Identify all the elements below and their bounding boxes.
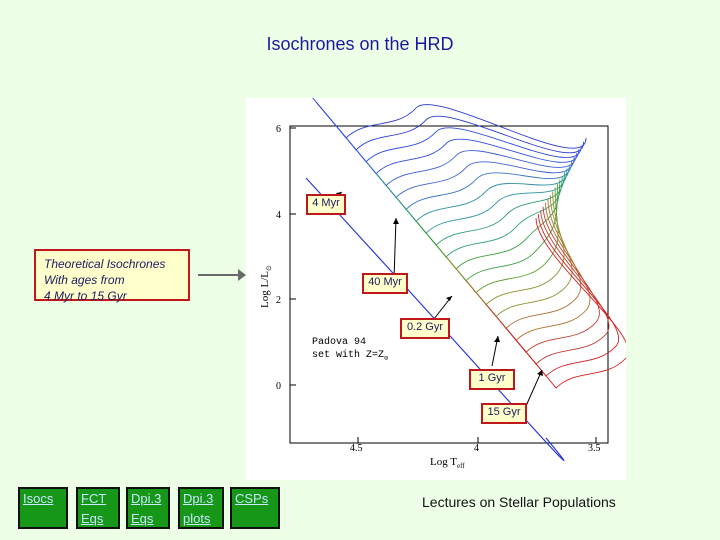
- x-axis-title: Log Teff: [430, 456, 465, 470]
- nav-button-csps[interactable]: CSPs: [230, 487, 280, 529]
- isochrone-curve: [355, 149, 575, 199]
- isochrone-curve: [475, 202, 591, 342]
- age-label-1gyr: 1 Gyr: [469, 369, 515, 390]
- isochrone-curve: [435, 187, 559, 294]
- isochrone-curve: [325, 113, 582, 163]
- isochrone-curve: [335, 125, 580, 175]
- y-axis-title: Log L/L⊙: [259, 265, 273, 308]
- age-label-4myr: 4 Myr: [306, 194, 346, 215]
- plot-annotation: set with Z=Z⊙: [312, 349, 388, 363]
- nav-button-dpi3-eqs[interactable]: Dpi.3 Eqs: [126, 487, 170, 529]
- description-line: With ages from: [44, 273, 125, 287]
- plot-annotation: Padova 94: [312, 336, 366, 348]
- isochrone-curve: [415, 179, 561, 270]
- description-line: Theoretical Isochrones: [44, 257, 166, 271]
- isochrone-description: Theoretical Isochrones With ages from 4 …: [34, 249, 190, 303]
- age-label-15gyr: 15 Gyr: [481, 403, 527, 424]
- y-tick-label: 0: [276, 381, 281, 392]
- right-arrow-icon: [198, 269, 246, 281]
- isochrone-plot: 6 4 2 0 4.5 4 3.5 Log Teff Log L/L⊙ Pado…: [246, 98, 626, 480]
- isochrone-curve: [465, 198, 582, 330]
- y-tick-label: 4: [276, 210, 281, 221]
- slide-title: Isochrones on the HRD: [266, 34, 454, 54]
- age-label-0-2gyr: 0.2 Gyr: [400, 318, 450, 339]
- nav-button-dpi3-plots[interactable]: Dpi.3 plots: [178, 487, 224, 529]
- description-line: 4 Myr to 15 Gyr: [44, 289, 127, 303]
- isochrone-curve: [425, 183, 558, 282]
- x-tick-label: 4: [474, 443, 479, 454]
- nav-button-fct-eqs[interactable]: FCT Eqs: [76, 487, 120, 529]
- isochrone-curve: [395, 172, 566, 246]
- plot-frame: [289, 125, 609, 444]
- x-tick-label: 3.5: [588, 443, 601, 454]
- nav-button-isocs[interactable]: Isocs: [18, 487, 68, 529]
- isochrone-curve: [515, 217, 626, 389]
- isochrone-curve: [485, 206, 600, 353]
- y-tick-label: 6: [276, 124, 281, 135]
- age-label-40myr: 40 Myr: [362, 273, 408, 294]
- isochrone-curve: [495, 210, 610, 365]
- isochrone-curve: [375, 164, 570, 223]
- x-tick-label: 4.5: [350, 443, 363, 454]
- footer-text: Lectures on Stellar Populations: [422, 494, 616, 510]
- y-tick-label: 2: [276, 295, 281, 306]
